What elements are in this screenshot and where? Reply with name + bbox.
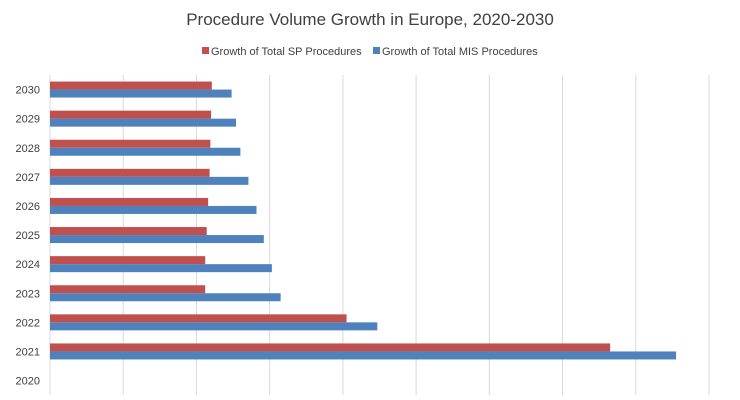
y-tick-label-2021: 2021 <box>16 346 40 358</box>
bar-mis-2026 <box>50 205 257 214</box>
legend-label-sp: Growth of Total SP Procedures <box>211 46 362 58</box>
legend-label-mis: Growth of Total MIS Procedures <box>382 46 538 58</box>
bar-mis-2024 <box>50 264 272 273</box>
gridlines <box>49 75 710 396</box>
bar-sp-2028 <box>50 139 211 148</box>
bar-mis-2027 <box>50 176 249 185</box>
bar-mis-2021 <box>50 351 677 360</box>
bar-sp-2021 <box>50 343 611 352</box>
legend-swatch-sp <box>202 47 209 54</box>
y-tick-label-2023: 2023 <box>16 288 40 300</box>
y-tick-label-2028: 2028 <box>16 143 40 155</box>
y-tick-label-2022: 2022 <box>16 317 40 329</box>
bar-sp-2024 <box>50 256 206 265</box>
bar-mis-2029 <box>50 118 236 127</box>
bar-mis-2030 <box>50 89 232 98</box>
bar-sp-2025 <box>50 227 207 236</box>
bar-sp-2030 <box>50 81 212 90</box>
y-axis-tick-labels: 2020 2021 2022 2023 2024 2025 2026 2027 2028 2029… <box>16 85 40 388</box>
y-tick-label-2027: 2027 <box>16 172 40 184</box>
y-tick-label-2020: 2020 <box>16 376 40 388</box>
y-tick-label-2030: 2030 <box>16 85 40 97</box>
bar-sp-2029 <box>50 110 212 119</box>
bar-mis-2022 <box>50 322 378 331</box>
bars <box>50 81 677 360</box>
y-tick-label-2025: 2025 <box>16 230 40 242</box>
bar-sp-2023 <box>50 285 206 294</box>
bar-mis-2028 <box>50 147 241 156</box>
y-tick-label-2026: 2026 <box>16 201 40 213</box>
y-tick-label-2029: 2029 <box>16 114 40 126</box>
bar-mis-2025 <box>50 235 264 244</box>
legend: Growth of Total SP Procedures Growth of … <box>202 46 538 58</box>
bar-sp-2026 <box>50 197 209 206</box>
bar-sp-2022 <box>50 314 347 323</box>
bar-mis-2023 <box>50 293 281 302</box>
chart-title: Procedure Volume Growth in Europe, 2020-… <box>186 10 554 29</box>
legend-swatch-mis <box>373 47 380 54</box>
y-tick-label-2024: 2024 <box>16 259 40 271</box>
bar-sp-2027 <box>50 168 210 177</box>
